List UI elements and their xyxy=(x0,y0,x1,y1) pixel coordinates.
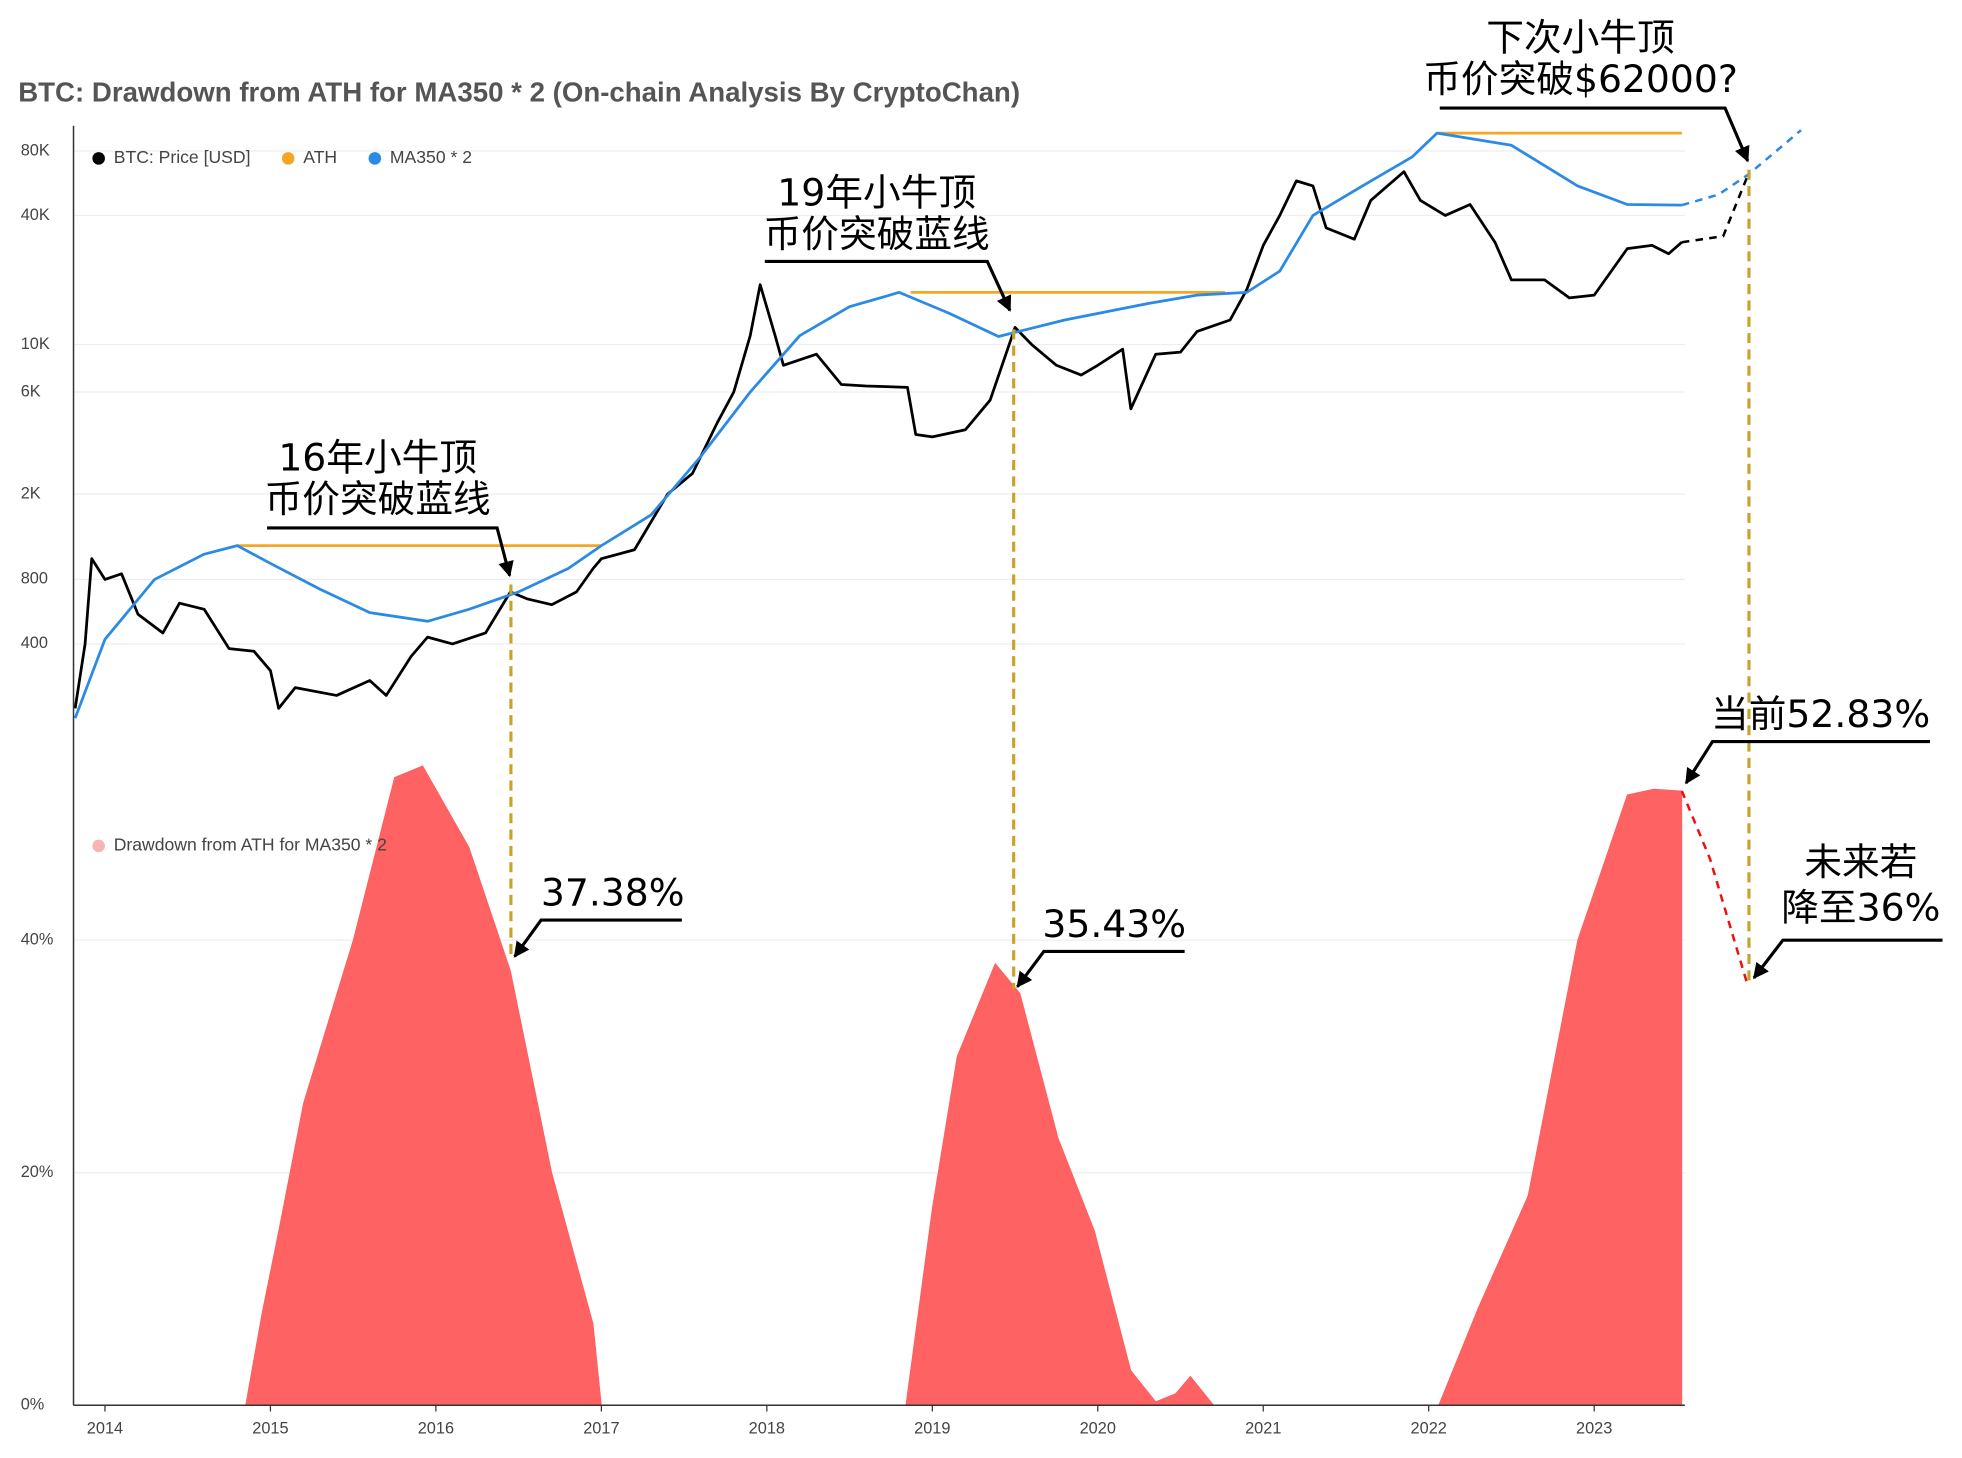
x-tick-label: 2014 xyxy=(87,1419,123,1437)
x-tick-label: 2017 xyxy=(583,1419,619,1437)
legend-marker xyxy=(368,152,382,165)
legend-label: Drawdown from ATH for MA350 * 2 xyxy=(114,835,387,855)
legend-marker xyxy=(92,839,105,853)
y-tick-label: 2K xyxy=(21,484,41,502)
annotation: 未来若 xyxy=(1804,840,1917,884)
annotation-arrow xyxy=(1684,739,1930,785)
x-tick-label: 2023 xyxy=(1576,1419,1612,1437)
annotations: 16年小牛顶 币价突破蓝线 19年小牛顶 币价突破蓝线 下次小牛顶 币价突破$6… xyxy=(265,16,1943,988)
legend-marker xyxy=(92,152,105,165)
annotation-arrow xyxy=(1016,949,1185,988)
x-tick-label: 2018 xyxy=(749,1419,785,1437)
annotation: 16年小牛顶 xyxy=(278,436,477,480)
line xyxy=(1681,129,1802,207)
annotation-arrow xyxy=(1752,938,1943,980)
legend-label: MA350 * 2 xyxy=(390,147,472,167)
annotation: 35.43% xyxy=(1042,902,1186,946)
annotation: 币价突破$62000? xyxy=(1423,57,1738,101)
y-tick-label: 20% xyxy=(21,1163,54,1181)
line xyxy=(73,170,1683,710)
line xyxy=(1680,790,1750,988)
legend-label: ATH xyxy=(303,147,337,167)
x-tick-label: 2021 xyxy=(1245,1419,1281,1437)
annotation: 37.38% xyxy=(541,870,685,914)
x-tick-label: 2015 xyxy=(252,1419,288,1437)
annotation-arrow xyxy=(513,918,682,958)
y-tick-label: 400 xyxy=(21,634,48,652)
annotation: 降至36% xyxy=(1781,885,1940,929)
y-tick-label: 10K xyxy=(21,335,50,353)
y-tick-label: 6K xyxy=(21,382,41,400)
y-tick-label: 80K xyxy=(21,141,50,159)
annotation: 19年小牛顶 xyxy=(777,170,976,214)
line xyxy=(237,131,1682,548)
x-tick-label: 2016 xyxy=(418,1419,454,1437)
annotation: 下次小牛顶 xyxy=(1486,16,1674,60)
chart-title: BTC: Drawdown from ATH for MA350 * 2 (On… xyxy=(18,77,1020,108)
area xyxy=(245,765,1683,1406)
annotation-arrow xyxy=(1439,106,1750,163)
legend-marker xyxy=(281,152,295,165)
y-tick-label: 40K xyxy=(21,206,50,224)
y-tick-label: 40% xyxy=(21,930,54,948)
guides xyxy=(509,169,1751,990)
annotation: 当前52.83% xyxy=(1711,692,1930,736)
annotation-arrow xyxy=(764,259,1012,312)
y-tick-label: 800 xyxy=(21,570,48,588)
annotation: 币价突破蓝线 xyxy=(265,477,491,521)
x-tick-label: 2019 xyxy=(914,1419,950,1437)
legend-label: BTC: Price [USD] xyxy=(114,147,251,167)
x-tick-label: 2022 xyxy=(1411,1419,1447,1437)
annotation-arrow xyxy=(267,526,514,578)
line xyxy=(73,131,1682,719)
x-tick-label: 2020 xyxy=(1080,1419,1116,1437)
line xyxy=(1681,174,1750,244)
y-tick-label: 0% xyxy=(21,1396,45,1414)
annotation: 币价突破蓝线 xyxy=(764,212,990,256)
